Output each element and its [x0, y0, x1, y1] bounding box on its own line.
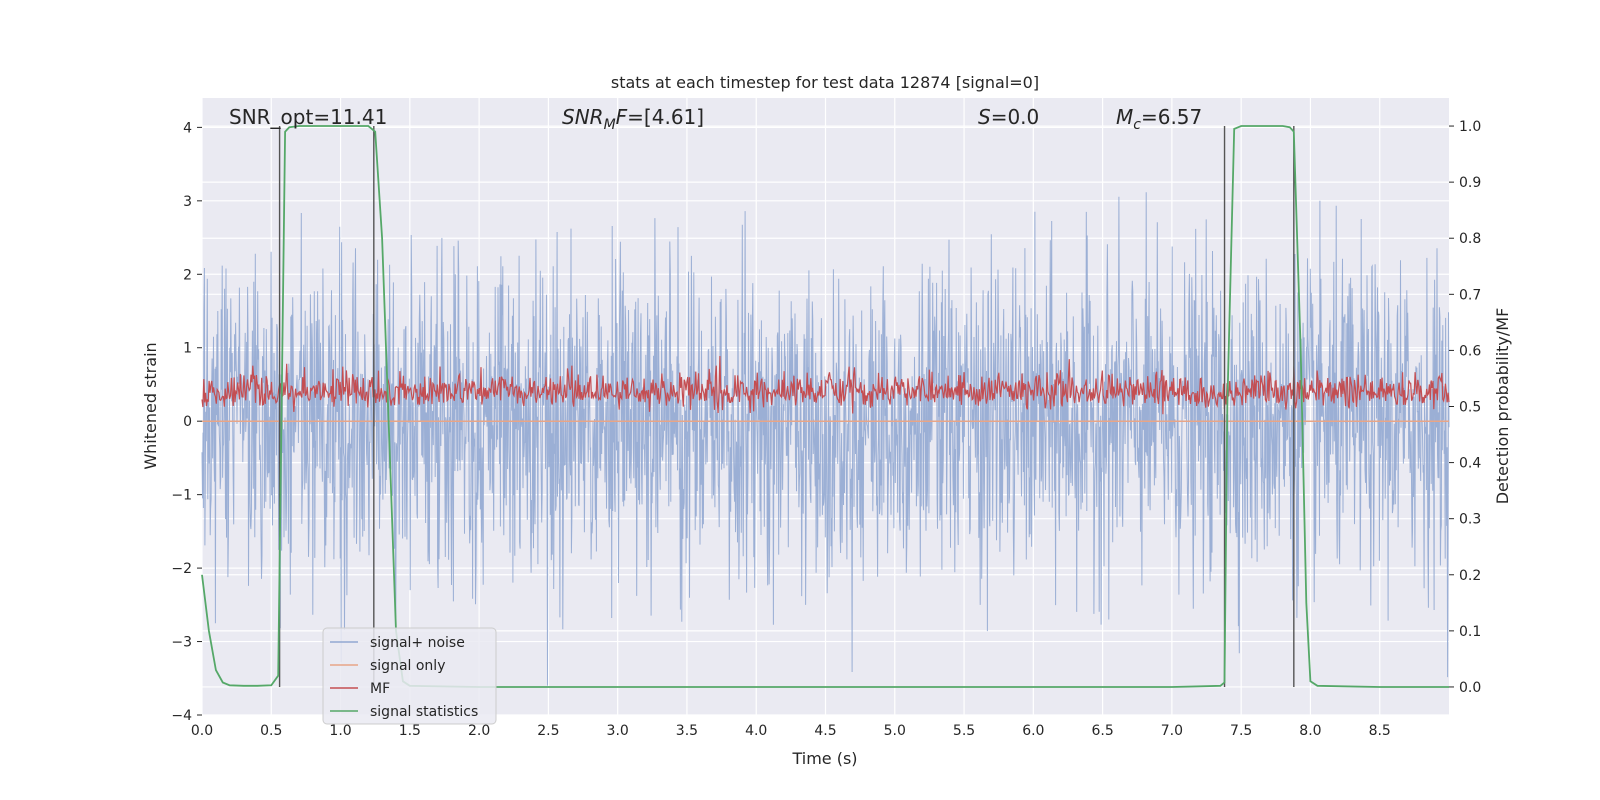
y-right-axis-label: Detection probability/MF [1493, 308, 1512, 505]
x-axis-ticks: 0.0 0.5 1.0 1.5 2.0 2.5 3.0 3.5 4.0 4.5 5.0 5.5 6.0 6… [191, 723, 1391, 739]
x-tick-label: 5.5 [953, 723, 975, 739]
y-right-axis-ticks: 1.0 0.9 0.8 0.7 0.6 0.5 0.4 0.3 0.2 0.1 0.0 [1449, 119, 1481, 696]
legend-label-signal-statistics: signal statistics [370, 704, 478, 720]
x-axis-label: Time (s) [791, 749, 857, 768]
x-tick-label: 3.5 [676, 723, 698, 739]
y-right-tick-label: 0.5 [1459, 400, 1481, 416]
annotation-mc-sub: c [1133, 117, 1141, 133]
x-tick-label: 1.0 [329, 723, 351, 739]
x-tick-label: 3.0 [607, 723, 629, 739]
y-axis-ticks: 4 3 2 1 0 −1 −2 −3 −4 [171, 120, 202, 724]
annotation-snr-mf: SNRMF=[4.61] [562, 105, 704, 133]
x-tick-label: 2.5 [537, 723, 559, 739]
annotation-mc-value: =6.57 [1141, 105, 1202, 129]
y-axis-label: Whitened strain [141, 342, 160, 469]
y-tick-label: −3 [171, 635, 192, 651]
x-tick-label: 0.5 [260, 723, 282, 739]
y-tick-label: 2 [183, 267, 192, 283]
y-tick-label: 3 [183, 194, 192, 210]
annotation-snr-mf-value: =[4.61] [627, 105, 704, 129]
x-tick-label: 2.0 [468, 723, 490, 739]
x-tick-label: 4.5 [814, 723, 836, 739]
chart-title: stats at each timestep for test data 128… [611, 73, 1039, 92]
legend-label-signal-only: signal only [370, 658, 445, 674]
y-right-tick-label: 0.1 [1459, 624, 1481, 640]
x-tick-label: 1.5 [399, 723, 421, 739]
x-tick-label: 6.5 [1091, 723, 1113, 739]
y-right-tick-label: 0.4 [1459, 456, 1481, 472]
x-tick-label: 5.0 [884, 723, 906, 739]
x-tick-label: 0.0 [191, 723, 213, 739]
y-right-tick-label: 0.0 [1459, 680, 1481, 696]
annotation-snr-mf-sub: M [604, 117, 616, 133]
legend-box [322, 627, 497, 725]
legend: signal+ noise signal only MF signal stat… [322, 627, 497, 725]
annotation-snr-mf-label: SNR [562, 105, 604, 129]
y-right-tick-label: 0.3 [1459, 512, 1481, 528]
legend-label-signal-noise: signal+ noise [370, 635, 465, 651]
signal-noise-series [201, 192, 1450, 686]
annotation-snr-opt: SNR_opt=11.41 [229, 105, 387, 129]
y-right-tick-label: 0.7 [1459, 287, 1481, 303]
x-tick-label: 6.0 [1022, 723, 1044, 739]
y-tick-label: −4 [171, 708, 192, 724]
y-tick-label: −2 [171, 561, 192, 577]
y-tick-label: 1 [183, 341, 192, 357]
y-tick-label: 0 [183, 414, 192, 430]
y-tick-label: 4 [183, 120, 192, 136]
y-right-tick-label: 0.8 [1459, 231, 1481, 247]
y-right-tick-label: 1.0 [1459, 119, 1481, 135]
y-tick-label: −1 [171, 488, 192, 504]
annotation-mc-label: M [1116, 105, 1133, 129]
x-tick-label: 7.5 [1230, 723, 1252, 739]
x-tick-label: 4.0 [745, 723, 767, 739]
signal-noise-line [201, 192, 1450, 686]
y-right-tick-label: 0.9 [1459, 175, 1481, 191]
mf-series [201, 355, 1450, 415]
x-tick-label: 8.0 [1299, 723, 1321, 739]
x-tick-label: 7.0 [1161, 723, 1183, 739]
annotation-mc: Mc=6.57 [1116, 105, 1202, 133]
annotation-s: S=0.0 [978, 105, 1039, 129]
annotation-s-label: S [978, 105, 991, 129]
legend-label-mf: MF [370, 681, 390, 697]
x-tick-label: 8.5 [1369, 723, 1391, 739]
annotation-s-value: =0.0 [991, 105, 1040, 129]
y-right-tick-label: 0.2 [1459, 568, 1481, 584]
mf-line [201, 355, 1450, 415]
y-right-tick-label: 0.6 [1459, 343, 1481, 359]
annotation-snr-mf-f: F [616, 105, 628, 129]
